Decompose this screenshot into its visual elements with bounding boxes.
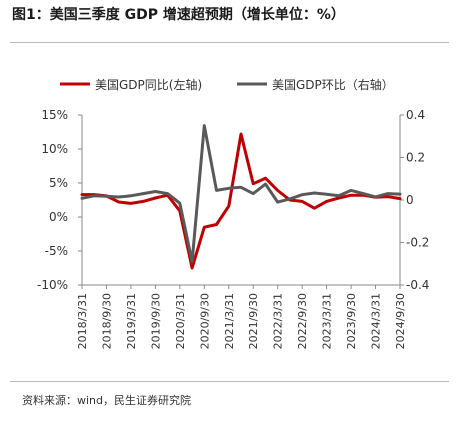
series-line-yoy xyxy=(80,132,402,270)
x-tick-label: 2022/9/30 xyxy=(296,293,309,349)
x-tick-label: 2021/9/30 xyxy=(247,293,260,349)
x-tick-label: 2023/3/31 xyxy=(321,293,334,349)
gdp-chart: 美国GDP同比(左轴) 美国GDP环比（右轴） 15% 10% 5% 0% -5% -10… xyxy=(37,77,429,349)
y-right-tick-label: 0 xyxy=(406,193,414,207)
x-tick-label: 2018/3/31 xyxy=(76,293,89,349)
x-tick-label: 2023/9/30 xyxy=(345,293,358,349)
series-line-qoq xyxy=(80,124,402,264)
chart-axes: 15% 10% 5% 0% -5% -10% 0.4 0.2 0 -0.2 -0.4 2018/3/3… xyxy=(37,108,429,349)
y-right-tick-label: 0.2 xyxy=(406,151,425,165)
legend-label-yoy: 美国GDP同比(左轴) xyxy=(95,77,202,92)
chart-series xyxy=(80,124,402,270)
figure-title: 图1：美国三季度 GDP 增速超预期（增长单位：%） xyxy=(12,7,345,23)
x-tick-label: 2024/3/31 xyxy=(370,293,383,349)
legend-label-qoq: 美国GDP环比（右轴） xyxy=(272,77,394,92)
x-tick-label: 2024/9/30 xyxy=(394,293,407,349)
x-tick-label: 2020/3/31 xyxy=(174,293,187,349)
y-left-tick-label: -10% xyxy=(37,278,68,292)
y-left-tick-label: 10% xyxy=(41,142,68,156)
y-left-tick-label: -5% xyxy=(45,244,68,258)
y-left-tick-label: 5% xyxy=(49,176,68,190)
source-note: 资料来源：wind，民生证券研究院 xyxy=(22,394,192,407)
x-tick-label: 2020/9/30 xyxy=(198,293,211,349)
y-left-tick-label: 15% xyxy=(41,108,68,122)
y-right-tick-label: -0.4 xyxy=(406,278,429,292)
title-divider xyxy=(10,42,449,43)
y-left-tick-label: 0% xyxy=(49,210,68,224)
y-right-tick-label: -0.2 xyxy=(406,236,429,250)
x-tick-label: 2018/9/30 xyxy=(100,293,113,349)
source-divider xyxy=(10,381,449,382)
chart-legend: 美国GDP同比(左轴) 美国GDP环比（右轴） xyxy=(60,77,394,92)
x-tick-label: 2022/3/31 xyxy=(272,293,285,349)
y-right-tick-label: 0.4 xyxy=(406,108,425,122)
x-tick-label: 2019/9/30 xyxy=(149,293,162,349)
x-tick-label: 2019/3/31 xyxy=(125,293,138,349)
x-tick-label: 2021/3/31 xyxy=(223,293,236,349)
